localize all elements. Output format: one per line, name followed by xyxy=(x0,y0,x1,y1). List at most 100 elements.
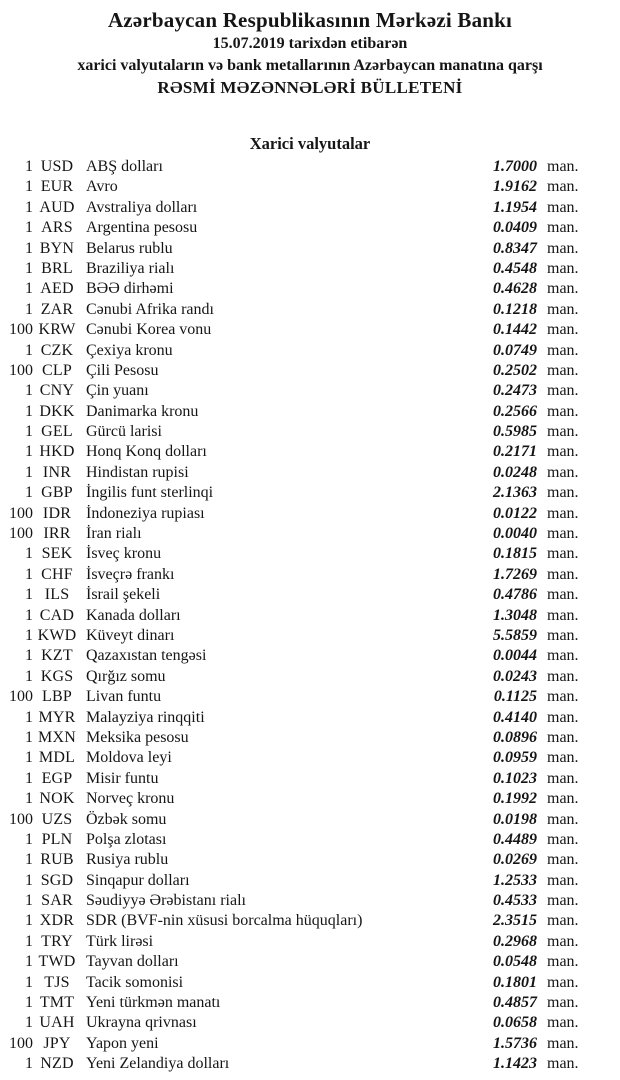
currency-code-cell: LBP xyxy=(42,688,72,706)
currency-code-cell: KRW xyxy=(38,321,76,339)
quantity-cell: 100 xyxy=(9,504,33,522)
currency-name-cell: Norveç kronu xyxy=(86,790,175,808)
rate-cell: 1.2533 xyxy=(493,871,537,889)
rate-cell: 0.1125 xyxy=(493,688,537,706)
rate-cell: 0.2473 xyxy=(493,382,537,400)
table-row: 1 ARS Argentina pesosu 0.0409 man. xyxy=(8,218,579,238)
unit-cell: man. xyxy=(547,565,579,583)
rate-cell: 1.1423 xyxy=(493,1055,537,1073)
currency-name-cell: Avro xyxy=(86,178,118,196)
quantity-cell: 1 xyxy=(25,606,33,624)
table-row: 1 AED BƏƏ dirhəmi 0.4628 man. xyxy=(8,279,579,299)
unit-cell: man. xyxy=(547,463,579,481)
table-row: 100 IRR İran rialı 0.0040 man. xyxy=(8,524,579,544)
quantity-cell: 100 xyxy=(9,361,33,379)
unit-cell: man. xyxy=(547,647,579,665)
table-row: 1 TWD Tayvan dolları 0.0548 man. xyxy=(8,952,579,972)
table-row: 1 PLN Polşa zlotası 0.4489 man. xyxy=(8,830,579,850)
unit-cell: man. xyxy=(547,423,579,441)
quantity-cell: 100 xyxy=(9,1034,33,1052)
table-row: 1 XDR SDR (BVF-nin xüsusi borcalma hüquq… xyxy=(8,911,579,931)
quantity-cell: 1 xyxy=(25,1055,33,1073)
unit-cell: man. xyxy=(547,871,579,889)
currency-code-cell: KZT xyxy=(41,647,73,665)
currency-code-cell: ILS xyxy=(44,586,70,604)
unit-cell: man. xyxy=(547,280,579,298)
quantity-cell: 1 xyxy=(25,871,33,889)
rate-cell: 1.7269 xyxy=(493,565,537,583)
rate-cell: 2.3515 xyxy=(493,912,537,930)
currency-code-cell: NOK xyxy=(39,790,75,808)
currency-code-cell: TRY xyxy=(41,932,73,950)
unit-cell: man. xyxy=(547,953,579,971)
effective-date-line: 15.07.2019 tarixdən etibarən xyxy=(212,35,408,52)
rate-cell: 0.0548 xyxy=(493,953,537,971)
rate-cell: 0.0243 xyxy=(493,667,537,685)
currency-name-cell: Tacik somonisi xyxy=(86,973,184,991)
quantity-cell: 1 xyxy=(25,198,33,216)
currency-code-cell: TMT xyxy=(39,994,75,1012)
currency-name-cell: Polşa zlotası xyxy=(86,830,167,848)
unit-cell: man. xyxy=(547,545,579,563)
quantity-cell: 1 xyxy=(25,484,33,502)
unit-cell: man. xyxy=(547,606,579,624)
quantity-cell: 1 xyxy=(25,728,33,746)
unit-cell: man. xyxy=(547,688,579,706)
quantity-cell: 1 xyxy=(25,158,33,175)
currency-name-cell: İsveç kronu xyxy=(86,545,162,563)
currency-code-cell: JPY xyxy=(43,1034,71,1052)
currency-name-cell: Qırğız somu xyxy=(86,667,166,685)
table-row: 1 KZT Qazaxıstan tengəsi 0.0044 man. xyxy=(8,646,579,666)
currency-code-cell: AED xyxy=(40,280,74,298)
bulletin-page: Azərbaycan Respublikasının Mərkəzi Bankı… xyxy=(0,7,620,1080)
quantity-cell: 1 xyxy=(25,341,33,359)
unit-cell: man. xyxy=(547,667,579,685)
quantity-cell: 1 xyxy=(25,749,33,767)
currency-code-cell: IRR xyxy=(43,525,71,543)
currency-name-cell: Kanada dolları xyxy=(86,606,181,624)
quantity-cell: 100 xyxy=(9,321,33,339)
rate-cell: 0.1442 xyxy=(493,321,537,339)
currency-code-cell: CLP xyxy=(42,361,72,379)
rate-cell: 0.4533 xyxy=(493,892,537,910)
currency-name-cell: İsveçrə frankı xyxy=(86,565,175,583)
currency-code-cell: SGD xyxy=(40,871,74,889)
unit-cell: man. xyxy=(547,1034,579,1052)
table-row: 1 NOK Norveç kronu 0.1992 man. xyxy=(8,789,579,809)
currency-code-cell: RUB xyxy=(40,851,74,869)
quantity-cell: 1 xyxy=(25,953,33,971)
quantity-cell: 1 xyxy=(25,565,33,583)
unit-cell: man. xyxy=(547,994,579,1012)
rate-cell: 0.4628 xyxy=(493,280,537,298)
unit-cell: man. xyxy=(547,382,579,400)
currency-code-cell: BRL xyxy=(41,259,73,277)
table-row: 100 LBP Livan funtu 0.1125 man. xyxy=(8,687,579,707)
table-row: 1 CNY Çin yuanı 0.2473 man. xyxy=(8,381,579,401)
bulletin-title: RƏSMİ MƏZƏNNƏLƏRİ BÜLLETENİ xyxy=(157,78,463,97)
rate-cell: 0.2502 xyxy=(493,361,537,379)
currency-code-cell: CNY xyxy=(39,382,75,400)
unit-cell: man. xyxy=(547,769,579,787)
currency-code-cell: KWD xyxy=(37,626,77,644)
rate-cell: 0.8347 xyxy=(493,239,537,257)
currency-code-cell: CZK xyxy=(40,341,74,359)
rate-cell: 0.0658 xyxy=(493,1014,537,1032)
table-row: 100 IDR İndoneziya rupiası 0.0122 man. xyxy=(8,504,579,524)
quantity-cell: 1 xyxy=(25,1014,33,1032)
rate-cell: 1.3048 xyxy=(493,606,537,624)
currency-name-cell: Ukrayna qrivnası xyxy=(86,1014,197,1032)
quantity-cell: 1 xyxy=(25,647,33,665)
currency-code-cell: GEL xyxy=(41,423,73,441)
currency-code-cell: MYR xyxy=(38,708,76,726)
table-row: 1 KGS Qırğız somu 0.0243 man. xyxy=(8,667,579,687)
rate-cell: 0.0749 xyxy=(493,341,537,359)
currency-code-cell: HKD xyxy=(39,443,75,461)
rate-cell: 0.1023 xyxy=(493,769,537,787)
section-title-foreign-currencies: Xarici valyutalar xyxy=(249,134,371,153)
currency-code-cell: UZS xyxy=(41,810,73,828)
page-header: Azərbaycan Respublikasının Mərkəzi Bankı… xyxy=(0,7,620,99)
currency-name-cell: Meksika pesosu xyxy=(86,728,189,746)
table-row: 1 SEK İsveç kronu 0.1815 man. xyxy=(8,544,579,564)
unit-cell: man. xyxy=(547,810,579,828)
currency-name-cell: Argentina pesosu xyxy=(86,219,198,237)
